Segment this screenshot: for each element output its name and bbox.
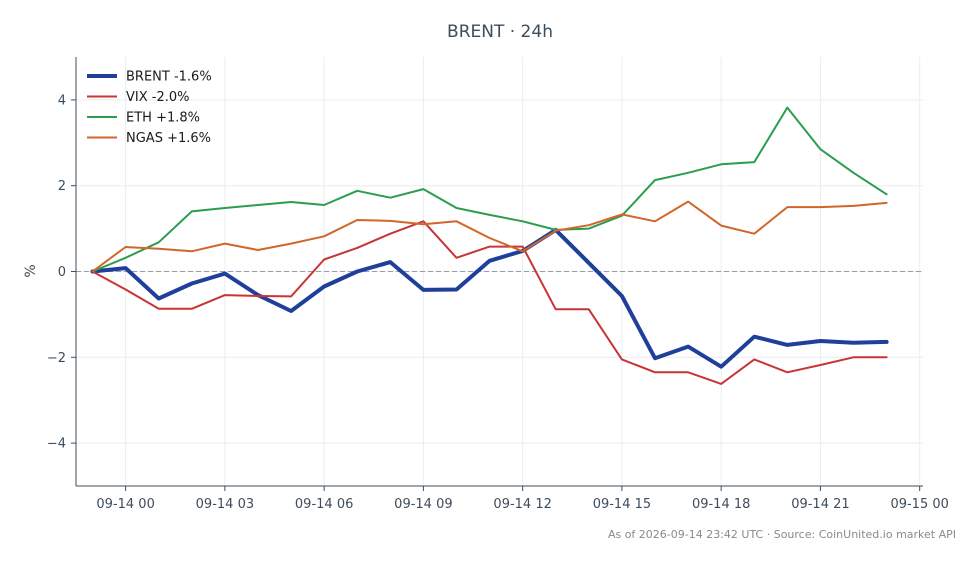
x-tick-label: 09-15 00 <box>890 497 948 512</box>
series-line-1 <box>91 220 888 385</box>
y-tick-label: 4 <box>58 93 66 108</box>
legend-label-1: VIX -2.0% <box>126 90 189 105</box>
y-tick-label: 2 <box>58 179 66 194</box>
y-axis-label: % <box>23 264 39 277</box>
y-tick-label: −2 <box>47 351 66 366</box>
series-line-3 <box>91 200 888 273</box>
legend-label-3: NGAS +1.6% <box>126 131 211 146</box>
chart-title: BRENT · 24h <box>447 22 553 42</box>
legend-label-2: ETH +1.8% <box>126 111 200 126</box>
legend-label-0: BRENT -1.6% <box>126 70 212 85</box>
x-tick-label: 09-14 21 <box>791 497 849 512</box>
x-tick-label: 09-14 12 <box>493 497 551 512</box>
x-tick-label: 09-14 03 <box>196 497 254 512</box>
y-ticks: 4 2 0 −2 −4 <box>47 93 76 452</box>
source-footer: As of 2026-09-14 23:42 UTC · Source: Coi… <box>608 528 956 541</box>
x-tick-label: 09-14 00 <box>96 497 154 512</box>
y-tick-label: 0 <box>58 265 66 280</box>
series-line-2 <box>91 106 888 273</box>
series-line-0 <box>90 227 889 369</box>
grid <box>76 57 923 486</box>
y-tick-label: −4 <box>47 437 66 452</box>
x-tick-label: 09-14 06 <box>295 497 353 512</box>
legend: BRENT -1.6% VIX -2.0% ETH +1.8% NGAS +1.6% <box>87 70 212 146</box>
x-tick-label: 09-14 15 <box>593 497 651 512</box>
x-tick-label: 09-14 18 <box>692 497 750 512</box>
x-tick-label: 09-14 09 <box>394 497 452 512</box>
series-layer <box>90 106 889 385</box>
x-ticks: 09-14 00 09-14 03 09-14 06 09-14 09 09-14 12… <box>96 486 949 512</box>
